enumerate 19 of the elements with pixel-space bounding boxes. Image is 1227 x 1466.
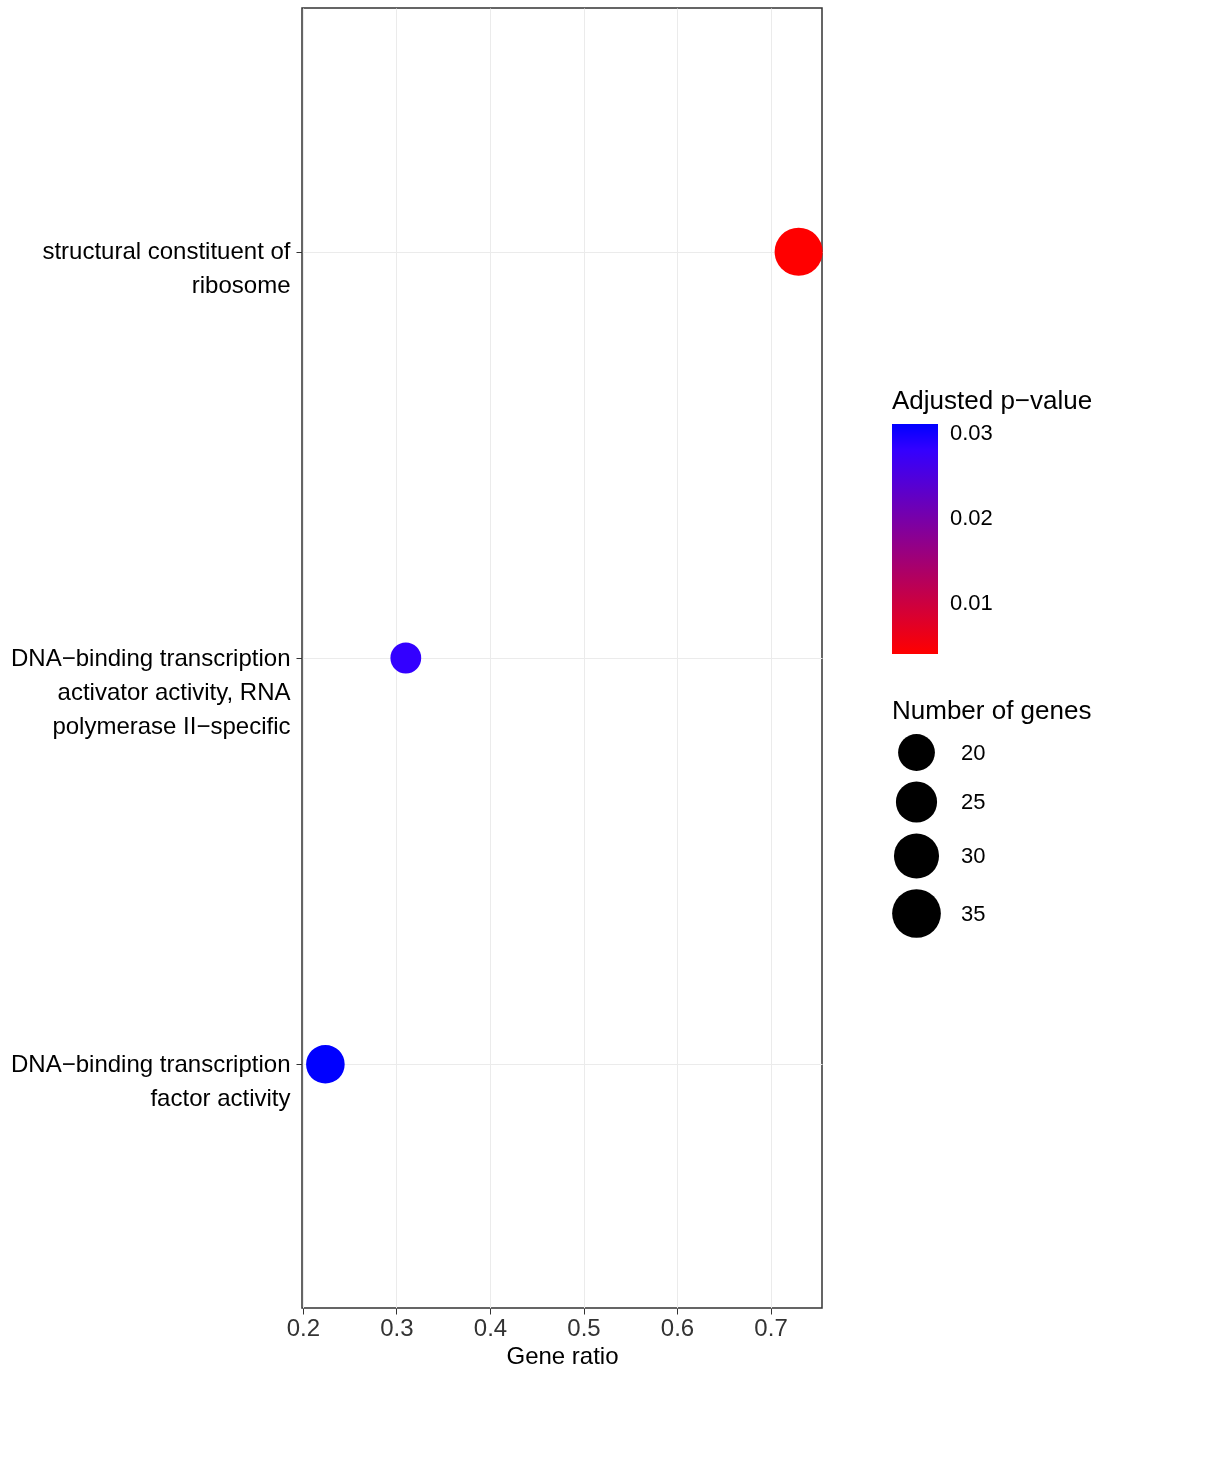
color-bar-label: 0.02	[950, 504, 993, 530]
x-tick-label: 0.2	[286, 1313, 321, 1341]
color-bar-label: 0.03	[950, 419, 993, 445]
y-tick-label: DNA−binding transcription factor activity	[11, 1049, 291, 1111]
color-bar-label: 0.01	[950, 589, 993, 615]
legend-label: 25	[961, 789, 986, 814]
legend-title: Number of genes	[892, 695, 1092, 725]
x-axis-title: Gene ratio	[506, 1341, 619, 1369]
x-tick-label: 0.3	[380, 1313, 414, 1341]
y-tick-label: DNA−binding transcription activator activity, RNA polymerase II−specific	[11, 643, 291, 739]
x-tick-label: 0.6	[660, 1313, 695, 1341]
x-tick-label: 0.5	[567, 1313, 601, 1341]
legend-label: 30	[961, 843, 986, 868]
legend-label: 35	[961, 900, 986, 926]
color-bar-title: Adjusted p−value	[892, 385, 1093, 415]
y-tick-label: structural constituent of ribosome	[42, 237, 291, 299]
x-tick-label: 0.7	[754, 1313, 788, 1341]
legend-label: 20	[961, 739, 986, 765]
x-tick-label: 0.4	[473, 1313, 508, 1341]
